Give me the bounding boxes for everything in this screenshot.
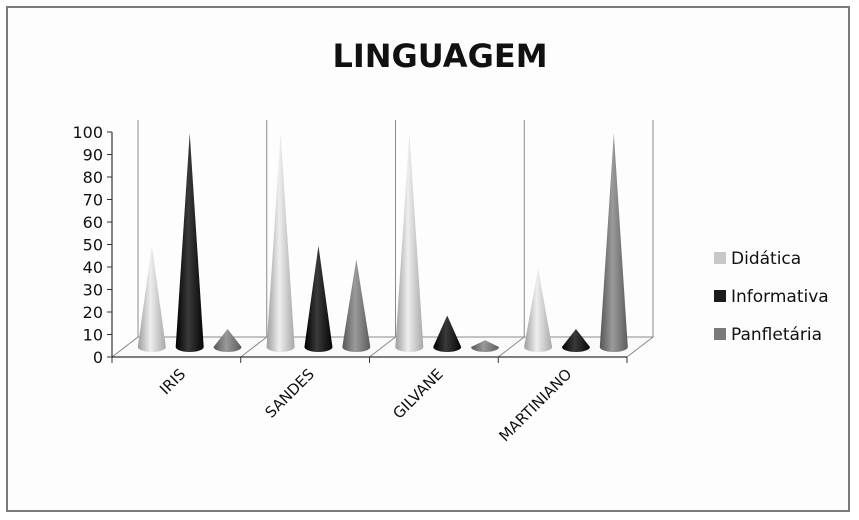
floor-divider bbox=[240, 336, 268, 358]
cone-body bbox=[599, 133, 628, 352]
cone-mark bbox=[471, 340, 500, 352]
cone-mark bbox=[599, 133, 628, 352]
cone-body bbox=[471, 340, 500, 352]
legend-swatch bbox=[714, 252, 726, 264]
legend-swatch bbox=[714, 328, 726, 340]
cone-body bbox=[524, 268, 553, 352]
cone-body bbox=[342, 259, 371, 352]
legend-label: Panfletária bbox=[731, 325, 822, 345]
y-tick-label: 30 bbox=[83, 281, 103, 300]
chart-title: LINGUAGEM bbox=[332, 37, 547, 75]
cone-body bbox=[304, 245, 333, 352]
y-tick-label: 80 bbox=[83, 168, 103, 187]
cone-mark bbox=[433, 315, 462, 352]
cone-body bbox=[395, 133, 424, 352]
cone-mark bbox=[395, 133, 424, 352]
cone-mark bbox=[137, 245, 166, 352]
x-tick-label: GILVANE bbox=[389, 365, 446, 422]
y-tick-label: 100 bbox=[72, 123, 103, 142]
y-tick-label: 0 bbox=[93, 348, 103, 367]
cone-body bbox=[137, 245, 166, 352]
cone-mark bbox=[213, 329, 242, 352]
cone-body bbox=[213, 329, 242, 352]
y-tick-label: 40 bbox=[83, 258, 103, 277]
cone-body bbox=[266, 133, 295, 352]
cone-mark bbox=[175, 133, 204, 352]
cone-mark bbox=[266, 133, 295, 352]
legend-swatch bbox=[714, 290, 726, 302]
chart-frame bbox=[6, 6, 850, 512]
y-tick-label: 20 bbox=[83, 303, 103, 322]
cones-group bbox=[137, 133, 628, 352]
floor-divider bbox=[369, 336, 396, 358]
cone-body bbox=[433, 315, 462, 352]
y-tick-label: 50 bbox=[83, 236, 103, 255]
floor-divider bbox=[497, 336, 525, 358]
cone-mark bbox=[342, 259, 371, 352]
x-tick-label: SANDES bbox=[261, 365, 317, 421]
x-tick-label: MARTINIANO bbox=[496, 365, 576, 445]
cone-body bbox=[175, 133, 204, 352]
y-tick-label: 60 bbox=[83, 213, 103, 232]
legend-label: Didática bbox=[731, 249, 801, 269]
cone-body bbox=[561, 329, 590, 352]
legend-label: Informativa bbox=[731, 287, 829, 307]
y-tick-label: 90 bbox=[83, 146, 103, 165]
y-tick-label: 10 bbox=[83, 326, 103, 345]
y-tick-label: 70 bbox=[83, 191, 103, 210]
cone-mark bbox=[524, 268, 553, 352]
legend: Didática Informativa Panfletária bbox=[714, 249, 829, 345]
cone-mark bbox=[304, 245, 333, 352]
x-tick-label: IRIS bbox=[156, 365, 189, 398]
cone-mark bbox=[561, 329, 590, 352]
